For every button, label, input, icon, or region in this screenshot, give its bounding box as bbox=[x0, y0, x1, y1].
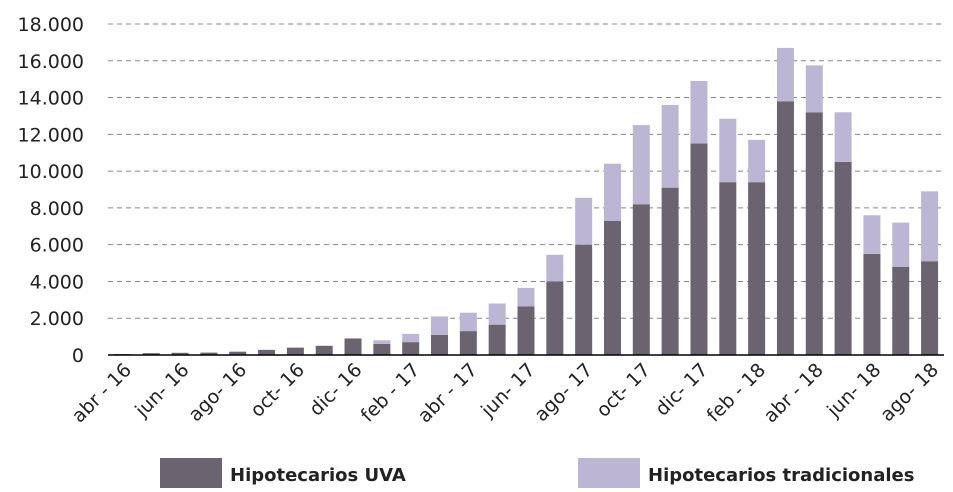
legend-label: Hipotecarios tradicionales bbox=[648, 465, 914, 486]
y-tick-label: 14.000 bbox=[18, 88, 84, 110]
bar-segment bbox=[373, 343, 391, 355]
bar-segment bbox=[575, 197, 593, 245]
bar-segment bbox=[459, 312, 477, 332]
bar-segment bbox=[315, 345, 333, 355]
bar-segment bbox=[892, 266, 910, 355]
bar-segment bbox=[373, 340, 391, 344]
y-tick-label: 4.000 bbox=[30, 271, 84, 293]
bar-segment bbox=[719, 118, 737, 183]
y-tick-label: 6.000 bbox=[30, 235, 84, 257]
bar-segment bbox=[142, 353, 160, 355]
bar-segment bbox=[459, 331, 477, 355]
bar-segment bbox=[200, 352, 218, 355]
bar-segment bbox=[776, 101, 794, 355]
bar-segment bbox=[344, 338, 362, 355]
bar-segment bbox=[603, 220, 621, 355]
x-tick-label: abr - 16 bbox=[68, 359, 136, 427]
bar-segment bbox=[834, 161, 852, 355]
bar-segment bbox=[863, 253, 881, 355]
x-tick-label: jun- 16 bbox=[130, 359, 193, 422]
bar-segment bbox=[834, 112, 852, 162]
y-tick-label: 2.000 bbox=[30, 308, 84, 330]
bar-segment bbox=[546, 254, 564, 282]
bar-segment bbox=[892, 222, 910, 267]
y-tick-label: 8.000 bbox=[30, 198, 84, 220]
y-tick-label: 18.000 bbox=[18, 14, 84, 36]
bar-segment bbox=[402, 333, 420, 343]
bar-segment bbox=[431, 316, 449, 335]
x-tick-label: oct- 17 bbox=[592, 359, 655, 422]
y-tick-label: 10.000 bbox=[18, 161, 84, 183]
bar-segment bbox=[171, 352, 189, 355]
bar-segment bbox=[748, 139, 766, 183]
bar-segment bbox=[603, 163, 621, 221]
x-tick-label: jun- 17 bbox=[476, 359, 539, 422]
x-tick-label: feb - 17 bbox=[357, 359, 425, 427]
bar-segment bbox=[258, 349, 276, 355]
bar-segment bbox=[632, 204, 650, 355]
x-tick-label: feb - 18 bbox=[703, 359, 771, 427]
bar-segment bbox=[632, 125, 650, 205]
bar-segment bbox=[719, 182, 737, 355]
bar-segment bbox=[488, 324, 506, 355]
bar-segment bbox=[805, 65, 823, 113]
bar-segment bbox=[805, 112, 823, 356]
bar-segment bbox=[690, 143, 708, 355]
x-tick-label: ago- 17 bbox=[530, 359, 597, 426]
bar-segment bbox=[546, 281, 564, 355]
y-tick-label: 0 bbox=[72, 345, 84, 367]
bar-segment bbox=[661, 104, 679, 188]
bar-segment bbox=[776, 47, 794, 102]
legend-swatch bbox=[578, 458, 640, 488]
bar-segment bbox=[863, 215, 881, 254]
x-tick-label: ago- 16 bbox=[184, 359, 251, 426]
x-tick-label: ago- 18 bbox=[876, 359, 943, 426]
bar-segment bbox=[517, 306, 535, 355]
bar-segment bbox=[748, 182, 766, 355]
x-tick-label: oct- 16 bbox=[246, 359, 309, 422]
bar-segment bbox=[517, 287, 535, 307]
bar-segment bbox=[402, 342, 420, 355]
bar-segment bbox=[921, 261, 939, 355]
bar-segment bbox=[488, 303, 506, 325]
bar-segment bbox=[431, 334, 449, 355]
bar-segment bbox=[575, 244, 593, 355]
legend-swatch bbox=[160, 458, 222, 488]
bar-segment bbox=[286, 347, 304, 355]
legend-label: Hipotecarios UVA bbox=[230, 465, 406, 486]
x-tick-label: abr - 18 bbox=[759, 359, 827, 427]
bar-segment bbox=[921, 191, 939, 262]
y-tick-label: 16.000 bbox=[18, 51, 84, 73]
bar-segment bbox=[229, 351, 247, 355]
bar-segment bbox=[661, 187, 679, 355]
x-tick-label: abr - 17 bbox=[414, 359, 482, 427]
x-tick-label: jun- 18 bbox=[822, 359, 885, 422]
y-tick-label: 12.000 bbox=[18, 124, 84, 146]
bar-segment bbox=[690, 81, 708, 144]
